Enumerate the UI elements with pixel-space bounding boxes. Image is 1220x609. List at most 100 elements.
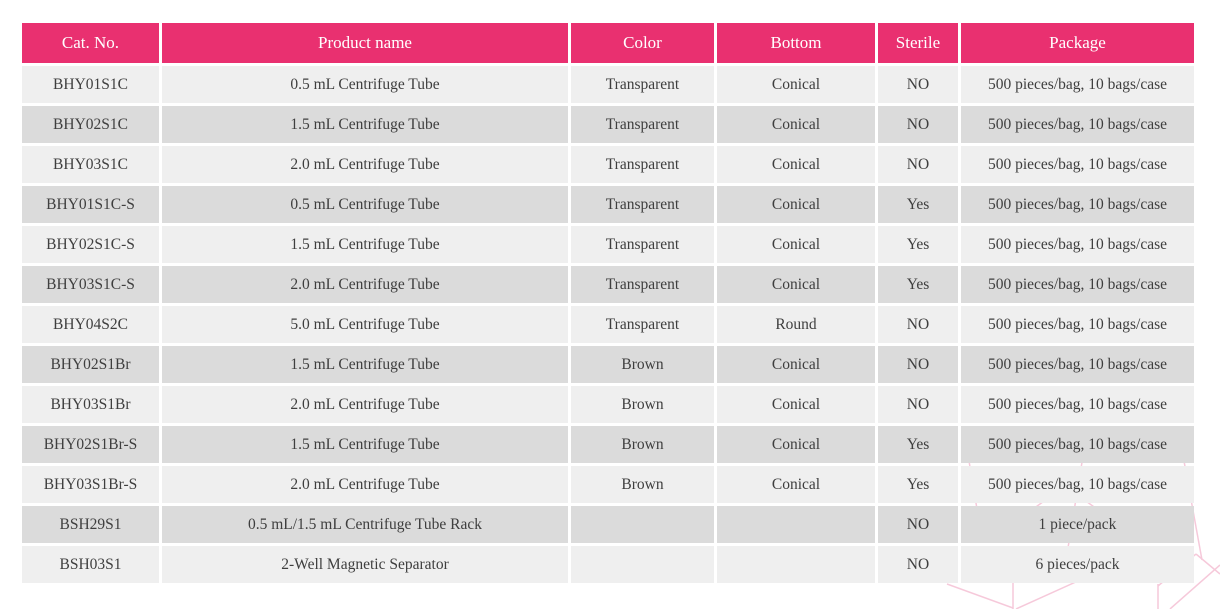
cell-color: Brown (571, 466, 714, 503)
cell-package: 500 pieces/bag, 10 bags/case (961, 266, 1194, 303)
cell-sterile: NO (878, 146, 958, 183)
cell-cat-no: BHY03S1Br (22, 386, 159, 423)
cell-package: 500 pieces/bag, 10 bags/case (961, 106, 1194, 143)
cell-cat-no: BHY03S1C-S (22, 266, 159, 303)
cell-color: Transparent (571, 306, 714, 343)
table-row: BHY02S1Br 1.5 mL Centrifuge Tube Brown Coni… (22, 346, 1194, 383)
cell-product-name: 5.0 mL Centrifuge Tube (162, 306, 568, 343)
cell-sterile: Yes (878, 186, 958, 223)
cell-package: 500 pieces/bag, 10 bags/case (961, 306, 1194, 343)
column-header-color: Color (571, 23, 714, 63)
cell-sterile: NO (878, 346, 958, 383)
column-header-sterile: Sterile (878, 23, 958, 63)
cell-package: 6 pieces/pack (961, 546, 1194, 583)
cell-cat-no: BHY02S1Br (22, 346, 159, 383)
cell-product-name: 1.5 mL Centrifuge Tube (162, 226, 568, 263)
column-header-package: Package (961, 23, 1194, 63)
cell-sterile: NO (878, 546, 958, 583)
cell-cat-no: BHY01S1C-S (22, 186, 159, 223)
cell-color: Transparent (571, 106, 714, 143)
table-row: BHY03S1C 2.0 mL Centrifuge Tube Transparen… (22, 146, 1194, 183)
table-row: BSH03S1 2-Well Magnetic Separator NO 6 piec… (22, 546, 1194, 583)
pattern-line (1169, 564, 1220, 609)
cell-cat-no: BHY03S1C (22, 146, 159, 183)
cell-sterile: NO (878, 106, 958, 143)
table-row: BHY02S1Br-S 1.5 mL Centrifuge Tube Brown Co… (22, 426, 1194, 463)
cell-color: Transparent (571, 66, 714, 103)
pattern-line (946, 583, 1014, 609)
cell-bottom: Conical (717, 266, 875, 303)
cell-bottom: Conical (717, 146, 875, 183)
cell-sterile: Yes (878, 426, 958, 463)
cell-cat-no: BHY02S1Br-S (22, 426, 159, 463)
table-row: BHY03S1Br-S 2.0 mL Centrifuge Tube Brown Co… (22, 466, 1194, 503)
cell-package: 500 pieces/bag, 10 bags/case (961, 146, 1194, 183)
cell-cat-no: BHY02S1C-S (22, 226, 159, 263)
cell-product-name: 0.5 mL Centrifuge Tube (162, 66, 568, 103)
product-table: Cat. No. Product name Color Bottom Sterile Pa… (19, 20, 1197, 586)
cell-sterile: NO (878, 386, 958, 423)
cell-color: Brown (571, 346, 714, 383)
cell-color: Brown (571, 386, 714, 423)
cell-package: 500 pieces/bag, 10 bags/case (961, 386, 1194, 423)
cell-package: 500 pieces/bag, 10 bags/case (961, 66, 1194, 103)
cell-sterile: NO (878, 306, 958, 343)
column-header-product-name: Product name (162, 23, 568, 63)
table-row: BHY02S1C 1.5 mL Centrifuge Tube Transparen… (22, 106, 1194, 143)
table-row: BHY02S1C-S 1.5 mL Centrifuge Tube Transpar… (22, 226, 1194, 263)
cell-sterile: NO (878, 66, 958, 103)
cell-cat-no: BHY03S1Br-S (22, 466, 159, 503)
cell-product-name: 1.5 mL Centrifuge Tube (162, 106, 568, 143)
cell-color: Transparent (571, 266, 714, 303)
cell-color (571, 546, 714, 583)
cell-cat-no: BSH03S1 (22, 546, 159, 583)
cell-sterile: Yes (878, 226, 958, 263)
cell-cat-no: BHY02S1C (22, 106, 159, 143)
table-row: BSH29S1 0.5 mL/1.5 mL Centrifuge Tube Rac… (22, 506, 1194, 543)
cell-color: Transparent (571, 146, 714, 183)
cell-product-name: 1.5 mL Centrifuge Tube (162, 426, 568, 463)
cell-package: 500 pieces/bag, 10 bags/case (961, 186, 1194, 223)
cell-cat-no: BSH29S1 (22, 506, 159, 543)
cell-bottom: Conical (717, 66, 875, 103)
cell-product-name: 2.0 mL Centrifuge Tube (162, 386, 568, 423)
cell-product-name: 0.5 mL Centrifuge Tube (162, 186, 568, 223)
cell-product-name: 2.0 mL Centrifuge Tube (162, 466, 568, 503)
cell-package: 500 pieces/bag, 10 bags/case (961, 426, 1194, 463)
cell-bottom: Conical (717, 466, 875, 503)
table-row: BHY04S2C 5.0 mL Centrifuge Tube Transparen… (22, 306, 1194, 343)
cell-product-name: 2-Well Magnetic Separator (162, 546, 568, 583)
cell-bottom: Conical (717, 386, 875, 423)
cell-package: 500 pieces/bag, 10 bags/case (961, 466, 1194, 503)
column-header-bottom: Bottom (717, 23, 875, 63)
cell-sterile: Yes (878, 266, 958, 303)
table-row: BHY03S1Br 2.0 mL Centrifuge Tube Brown Coni… (22, 386, 1194, 423)
table-row: BHY01S1C-S 0.5 mL Centrifuge Tube Transpar… (22, 186, 1194, 223)
cell-product-name: 1.5 mL Centrifuge Tube (162, 346, 568, 383)
cell-product-name: 2.0 mL Centrifuge Tube (162, 146, 568, 183)
cell-bottom: Conical (717, 186, 875, 223)
cell-package: 500 pieces/bag, 10 bags/case (961, 226, 1194, 263)
cell-bottom: Conical (717, 346, 875, 383)
cell-color: Transparent (571, 226, 714, 263)
cell-color: Brown (571, 426, 714, 463)
cell-cat-no: BHY01S1C (22, 66, 159, 103)
cell-sterile: Yes (878, 466, 958, 503)
table-row: BHY01S1C 0.5 mL Centrifuge Tube Transparen… (22, 66, 1194, 103)
cell-product-name: 0.5 mL/1.5 mL Centrifuge Tube Rack (162, 506, 568, 543)
cell-bottom: Conical (717, 226, 875, 263)
table-row: BHY03S1C-S 2.0 mL Centrifuge Tube Transpar… (22, 266, 1194, 303)
cell-bottom: Conical (717, 106, 875, 143)
cell-bottom: Round (717, 306, 875, 343)
cell-color (571, 506, 714, 543)
cell-product-name: 2.0 mL Centrifuge Tube (162, 266, 568, 303)
cell-bottom: Conical (717, 426, 875, 463)
pattern-line (1195, 553, 1220, 575)
cell-bottom (717, 546, 875, 583)
cell-color: Transparent (571, 186, 714, 223)
cell-package: 1 piece/pack (961, 506, 1194, 543)
cell-package: 500 pieces/bag, 10 bags/case (961, 346, 1194, 383)
cell-bottom (717, 506, 875, 543)
column-header-cat-no: Cat. No. (22, 23, 159, 63)
cell-sterile: NO (878, 506, 958, 543)
